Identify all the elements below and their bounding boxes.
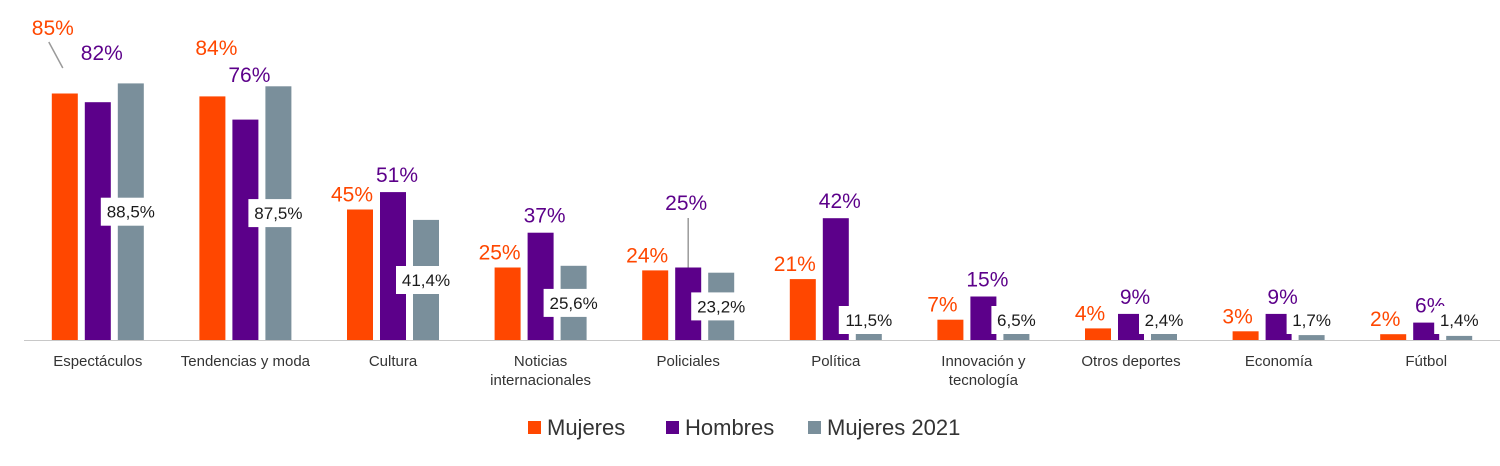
value-label-mujeres-2021-9: 1,7% [1292, 311, 1331, 330]
labels-layer: 85% 82% 88,5% Espectáculos 84% 76% 87,5% Tenden… [32, 17, 1485, 389]
value-label-bg-mujeres-2021-10 [1434, 306, 1485, 334]
category-label-6: Política [811, 353, 861, 370]
category-label-4-line-1: Noticias [514, 353, 567, 370]
value-label-hombres-3: 51% [376, 164, 418, 187]
value-label-mujeres-7: 7% [927, 294, 957, 317]
value-label-mujeres-2021-4: 25,6% [549, 294, 597, 313]
category-label-8: Otros deportes [1081, 353, 1180, 370]
value-label-mujeres-2021-1: 88,5% [107, 203, 155, 222]
legend-label-mujeres: Mujeres [547, 415, 625, 440]
category-label-2: Tendencias y moda [181, 353, 311, 370]
legend-swatch-mujeres [528, 421, 541, 434]
category-label-9: Economía [1245, 353, 1313, 370]
value-label-hombres-8: 9% [1120, 286, 1150, 309]
value-label-mujeres-2021-10: 1,4% [1440, 311, 1479, 330]
value-label-bg-mujeres-2021-9 [1286, 306, 1337, 334]
bar-mujeres-2021-9 [1298, 335, 1325, 340]
bar-mujeres-2 [199, 96, 226, 341]
category-label-5: Policiales [657, 353, 720, 370]
value-label-hombres-4: 37% [524, 205, 566, 228]
bar-hombres-4 [527, 232, 554, 340]
value-label-bg-mujeres-2021-4 [543, 288, 604, 317]
category-label-4-line-2: internacionales [490, 372, 591, 389]
value-label-hombres-5: 25% [665, 192, 707, 215]
value-label-mujeres-9: 3% [1222, 305, 1252, 328]
bar-mujeres-8 [1085, 328, 1111, 340]
value-label-hombres-2: 76% [228, 64, 270, 87]
bar-mujeres-10 [1380, 334, 1407, 340]
legend-swatch-hombres [666, 421, 679, 434]
value-label-hombres-1: 82% [81, 42, 123, 65]
bar-mujeres-2021-8 [1151, 333, 1177, 340]
bar-mujeres-9 [1232, 331, 1259, 340]
value-label-bg-mujeres-2021-7 [991, 306, 1042, 334]
value-label-mujeres-2021-6: 11,5% [845, 311, 892, 330]
value-label-bg-mujeres-2021-6 [838, 306, 899, 334]
value-label-mujeres-4: 25% [479, 242, 521, 265]
value-label-mujeres-6: 21% [774, 253, 816, 276]
category-label-10: Fútbol [1405, 353, 1447, 370]
value-label-hombres-9: 9% [1267, 286, 1297, 309]
value-label-mujeres-2021-7: 6,5% [997, 311, 1036, 330]
value-label-mujeres-1: 85% [32, 17, 74, 40]
category-label-7-line-2: tecnología [949, 372, 1019, 389]
value-label-mujeres-2021-5: 23,2% [697, 297, 745, 316]
category-label-1: Espectáculos [53, 353, 142, 370]
bar-mujeres-1 [51, 93, 78, 340]
value-label-mujeres-2: 84% [195, 37, 237, 60]
value-label-mujeres-3: 45% [331, 184, 373, 207]
legend: Mujeres Hombres Mujeres 2021 [528, 415, 960, 440]
bar-mujeres-6 [789, 279, 816, 340]
bar-mujeres-7 [937, 319, 964, 340]
value-label-bg-mujeres-2021-1 [100, 197, 161, 226]
bar-mujeres-5 [642, 270, 669, 340]
legend-swatch-mujeres-2021 [808, 421, 821, 434]
value-label-bg-mujeres-2021-2 [248, 199, 309, 228]
value-label-hombres-6: 42% [819, 190, 861, 213]
value-label-bg-mujeres-2021-3 [396, 266, 456, 294]
category-label-7-line-1: Innovación y [941, 353, 1026, 370]
value-label-bg-mujeres-2021-8 [1139, 306, 1189, 334]
value-label-mujeres-2021-2: 87,5% [254, 204, 302, 223]
bar-hombres-10 [1413, 322, 1440, 340]
value-label-mujeres-8: 4% [1075, 302, 1105, 325]
bar-mujeres-4 [494, 267, 521, 340]
bar-mujeres-2021-10 [1446, 335, 1473, 340]
legend-label-hombres: Hombres [685, 415, 774, 440]
category-label-3: Cultura [369, 353, 418, 370]
value-label-mujeres-2021-8: 2,4% [1145, 311, 1184, 330]
bar-hombres-2 [232, 119, 259, 340]
value-label-mujeres-2021-3: 41,4% [402, 271, 450, 290]
legend-label-mujeres-2021: Mujeres 2021 [827, 415, 960, 440]
bar-mujeres-3 [347, 209, 373, 340]
value-label-hombres-7: 15% [966, 269, 1008, 292]
value-label-bg-mujeres-2021-5 [691, 292, 752, 321]
value-label-mujeres-5: 24% [626, 244, 668, 267]
leader-line-mujeres-1 [48, 41, 64, 69]
value-label-mujeres-10: 2% [1370, 308, 1400, 331]
